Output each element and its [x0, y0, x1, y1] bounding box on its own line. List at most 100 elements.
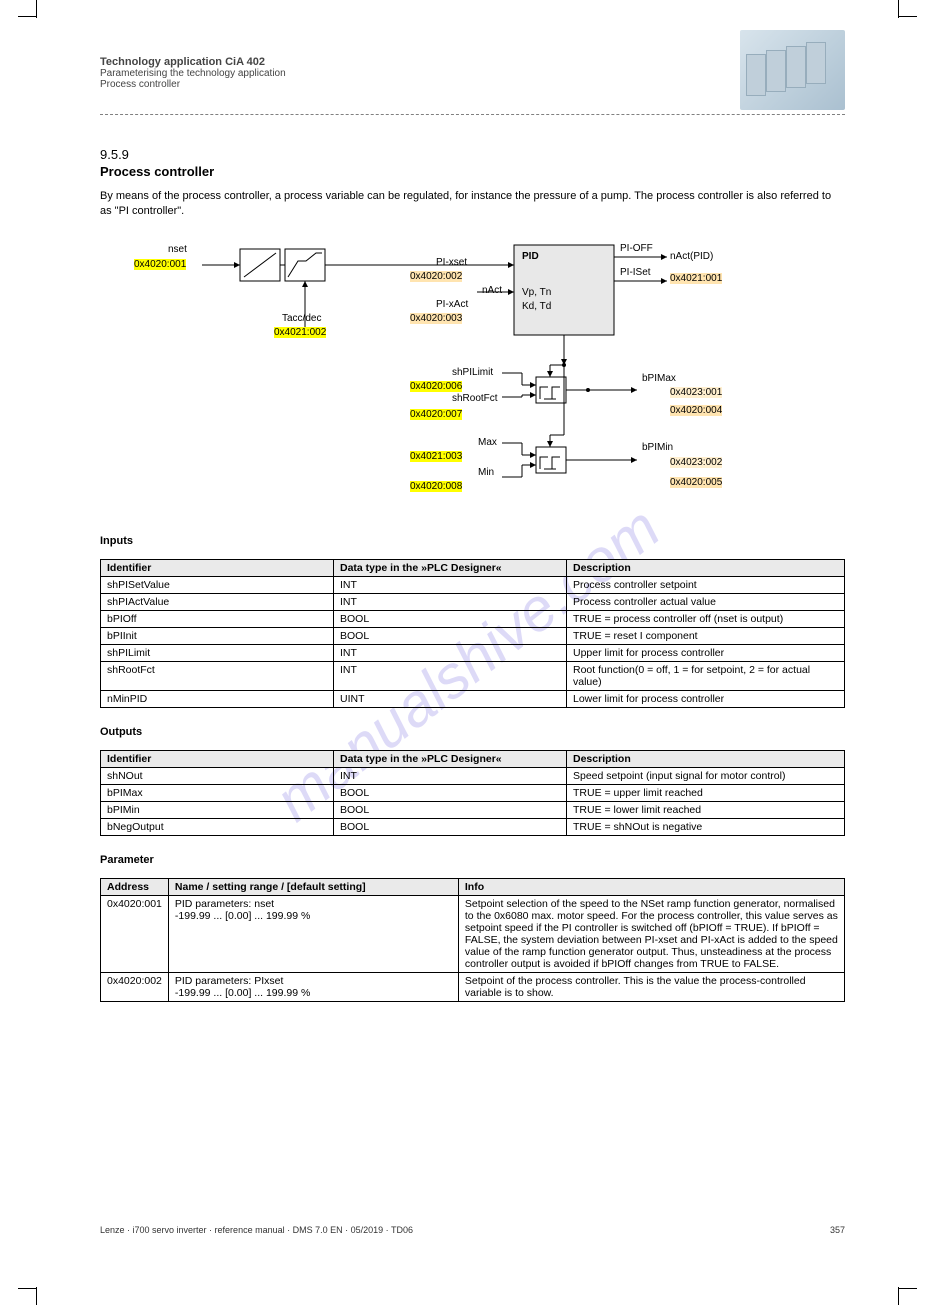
table-cell: shPISetValue — [101, 576, 334, 593]
lbl-bpimax-hi: 0x4023:001 — [670, 387, 722, 398]
table-row: 0x4020:002PID parameters: PIxset -199.99… — [101, 972, 845, 1001]
table-cell: bNegOutput — [101, 818, 334, 835]
params-heading: Parameter — [100, 854, 845, 866]
table-cell: TRUE = process controller off (nset is o… — [567, 610, 845, 627]
params-table: Address Name / setting range / [default … — [100, 878, 845, 1002]
lbl-nactpid-hi: 0x4021:001 — [670, 273, 722, 284]
table-cell: PID parameters: PIxset -199.99 ... [0.00… — [168, 972, 458, 1001]
table-row: nMinPIDUINTLower limit for process contr… — [101, 690, 845, 707]
table-cell: Process controller setpoint — [567, 576, 845, 593]
table-row: shNOutINTSpeed setpoint (input signal fo… — [101, 767, 845, 784]
lbl-pixact: PI-xAct — [436, 299, 468, 310]
params-h3: Info — [458, 878, 844, 895]
outputs-h2: Data type in the »PLC Designer« — [334, 750, 567, 767]
table-cell: Setpoint of the process controller. This… — [458, 972, 844, 1001]
lbl-min: Min — [478, 467, 494, 478]
inputs-heading: Inputs — [100, 535, 845, 547]
lbl-extra-box1: 0x4020:004 — [670, 405, 722, 416]
lbl-max: Max — [478, 437, 497, 448]
lbl-pixact-hi: 0x4020:003 — [410, 313, 462, 324]
table-cell: bPIOff — [101, 610, 334, 627]
table-cell: TRUE = lower limit reached — [567, 801, 845, 818]
product-image — [740, 30, 845, 110]
crop-mark — [898, 1287, 899, 1305]
crop-mark — [18, 16, 36, 17]
lbl-pid: PID — [522, 251, 539, 262]
page-header: Technology application CiA 402 Parameter… — [100, 20, 845, 115]
lbl-taccdec: Tacc/dec — [282, 313, 321, 324]
params-h1: Address — [101, 878, 169, 895]
lbl-pixset: PI-xset — [436, 257, 467, 268]
table-cell: BOOL — [334, 801, 567, 818]
table-cell: TRUE = upper limit reached — [567, 784, 845, 801]
lbl-min-hi: 0x4020:008 — [410, 481, 462, 492]
table-cell: Setpoint selection of the speed to the N… — [458, 895, 844, 972]
table-row: bPIMinBOOLTRUE = lower limit reached — [101, 801, 845, 818]
table-cell: PID parameters: nset -199.99 ... [0.00] … — [168, 895, 458, 972]
header-sub1: Parameterising the technology applicatio… — [100, 68, 286, 79]
lbl-bpimin: bPIMin — [642, 442, 673, 453]
intro-text: By means of the process controller, a pr… — [100, 189, 845, 219]
table-cell: shRootFct — [101, 661, 334, 690]
lbl-pixset-hi: 0x4020:002 — [410, 271, 462, 282]
table-cell: BOOL — [334, 610, 567, 627]
table-row: bPIOffBOOLTRUE = process controller off … — [101, 610, 845, 627]
lbl-shpilimit: shPILimit — [452, 367, 493, 378]
table-cell: INT — [334, 576, 567, 593]
table-row: shPISetValueINTProcess controller setpoi… — [101, 576, 845, 593]
table-cell: INT — [334, 767, 567, 784]
inputs-h3: Description — [567, 559, 845, 576]
table-cell: INT — [334, 644, 567, 661]
table-cell: TRUE = shNOut is negative — [567, 818, 845, 835]
lbl-shpilimit-hi: 0x4020:006 — [410, 381, 462, 392]
table-cell: bPIMax — [101, 784, 334, 801]
lbl-piiset: PI-ISet — [620, 267, 651, 278]
lbl-extra-box2: 0x4020:005 — [670, 477, 722, 488]
lbl-nact: nAct — [482, 285, 502, 296]
crop-mark — [899, 1288, 917, 1289]
lbl-pioff: PI-OFF — [620, 243, 653, 254]
lbl-nactpid: nAct(PID) — [670, 251, 713, 262]
crop-mark — [899, 16, 917, 17]
crop-mark — [36, 0, 37, 18]
lbl-kdtd: Kd, Td — [522, 301, 551, 312]
table-cell: UINT — [334, 690, 567, 707]
table-row: bPIMaxBOOLTRUE = upper limit reached — [101, 784, 845, 801]
lbl-tacc-hi: 0x4021:002 — [274, 327, 326, 338]
inputs-h1: Identifier — [101, 559, 334, 576]
section-title: Process controller — [100, 164, 845, 179]
table-cell: 0x4020:002 — [101, 972, 169, 1001]
crop-mark — [898, 0, 899, 18]
table-row: shPIActValueINTProcess controller actual… — [101, 593, 845, 610]
footer-page: 357 — [830, 1225, 845, 1235]
table-cell: Lower limit for process controller — [567, 690, 845, 707]
table-cell: Upper limit for process controller — [567, 644, 845, 661]
crop-mark — [36, 1287, 37, 1305]
header-sub2: Process controller — [100, 79, 286, 90]
table-cell: Root function(0 = off, 1 = for setpoint,… — [567, 661, 845, 690]
inputs-table: Identifier Data type in the »PLC Designe… — [100, 559, 845, 708]
lbl-shroot-hi: 0x4020:007 — [410, 409, 462, 420]
table-cell: shNOut — [101, 767, 334, 784]
lbl-shrootfct: shRootFct — [452, 393, 498, 404]
table-row: shRootFctINTRoot function(0 = off, 1 = f… — [101, 661, 845, 690]
table-cell: 0x4020:001 — [101, 895, 169, 972]
table-row: shPILimitINTUpper limit for process cont… — [101, 644, 845, 661]
table-cell: bPIInit — [101, 627, 334, 644]
params-h2: Name / setting range / [default setting] — [168, 878, 458, 895]
lbl-bpimax: bPIMax — [642, 373, 676, 384]
outputs-h3: Description — [567, 750, 845, 767]
table-row: bPIInitBOOLTRUE = reset I component — [101, 627, 845, 644]
table-cell: bPIMin — [101, 801, 334, 818]
section-number: 9.5.9 — [100, 147, 845, 162]
table-row: 0x4020:001PID parameters: nset -199.99 .… — [101, 895, 845, 972]
table-cell: Process controller actual value — [567, 593, 845, 610]
header-title: Technology application CiA 402 — [100, 56, 286, 68]
table-cell: shPILimit — [101, 644, 334, 661]
lbl-bpimin-hi: 0x4023:002 — [670, 457, 722, 468]
table-row: bNegOutputBOOLTRUE = shNOut is negative — [101, 818, 845, 835]
page-footer: Lenze · i700 servo inverter · reference … — [100, 1225, 845, 1235]
table-cell: INT — [334, 661, 567, 690]
lbl-nset-hi: 0x4020:001 — [134, 259, 186, 270]
table-cell: TRUE = reset I component — [567, 627, 845, 644]
